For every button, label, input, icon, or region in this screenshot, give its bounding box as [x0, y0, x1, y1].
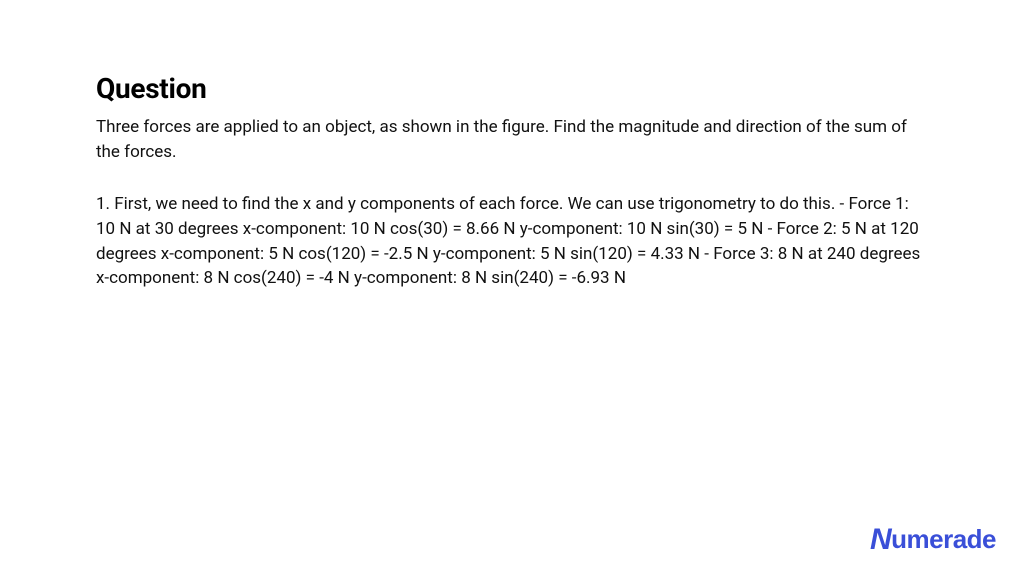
brand-first-letter: N — [870, 523, 891, 557]
solution-step-text: 1. First, we need to find the x and y co… — [96, 192, 928, 291]
question-heading: Question — [96, 72, 928, 105]
question-content: Question Three forces are applied to an … — [0, 0, 1024, 291]
brand-rest: umerade — [891, 524, 996, 554]
question-prompt-text: Three forces are applied to an object, a… — [96, 115, 928, 164]
brand-logo: Numerade — [870, 522, 996, 556]
